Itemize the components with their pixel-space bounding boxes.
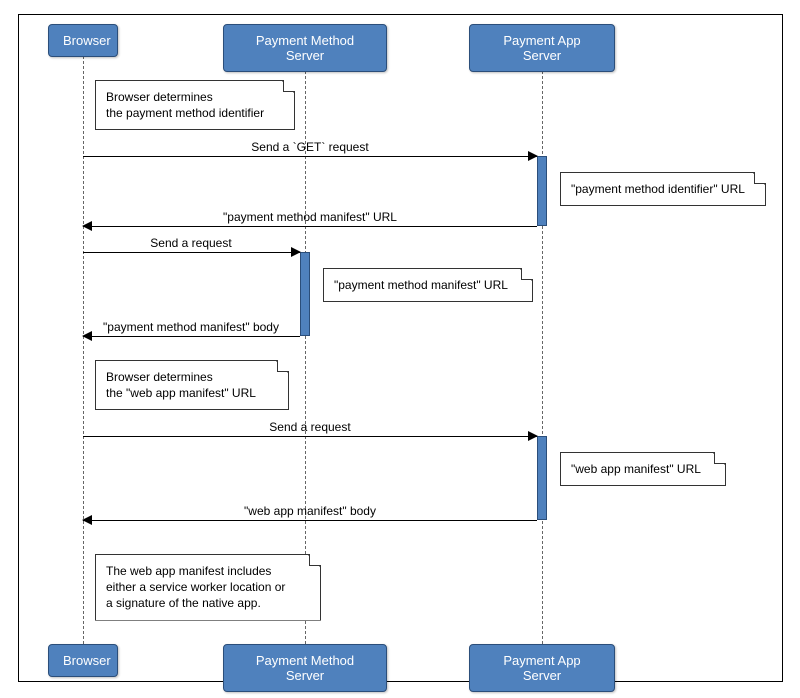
note-corner-icon [277, 360, 289, 372]
message-label: Send a request [150, 236, 231, 250]
note-identifier-url: "payment method identifier" URL [560, 172, 766, 206]
message-send-request-pas [83, 436, 537, 437]
message-webapp-body [83, 520, 537, 521]
note-text: the "web app manifest" URL [106, 386, 256, 400]
note-determine-webapp: Browser determines the "web app manifest… [95, 360, 289, 410]
message-send-request-pms [83, 252, 300, 253]
note-corner-icon [283, 80, 295, 92]
participant-label: Browser [63, 653, 111, 668]
note-text: Browser determines [106, 90, 213, 104]
note-text: "payment method manifest" URL [334, 278, 508, 292]
note-text: "payment method identifier" URL [571, 182, 745, 196]
message-label: Send a request [269, 420, 350, 434]
note-determine-identifier: Browser determines the payment method id… [95, 80, 295, 130]
participant-label: Payment App Server [503, 33, 580, 63]
note-corner-icon [754, 172, 766, 184]
participant-pas-top: Payment App Server [469, 24, 615, 72]
note-text: the payment method identifier [106, 106, 264, 120]
lifeline-browser [83, 56, 84, 644]
participant-pms-top: Payment Method Server [223, 24, 387, 72]
note-corner-icon [714, 452, 726, 464]
note-text: "web app manifest" URL [571, 462, 701, 476]
participant-label: Payment Method Server [256, 653, 354, 683]
participant-browser-top: Browser [48, 24, 118, 57]
participant-pas-bottom: Payment App Server [469, 644, 615, 692]
note-corner-icon [521, 268, 533, 280]
message-manifest-body [83, 336, 300, 337]
message-get-request [83, 156, 537, 157]
participant-label: Payment Method Server [256, 33, 354, 63]
activation-pms-1 [300, 252, 310, 336]
note-webapp-includes: The web app manifest includes either a s… [95, 554, 321, 621]
participant-browser-bottom: Browser [48, 644, 118, 677]
participant-pms-bottom: Payment Method Server [223, 644, 387, 692]
note-manifest-url: "payment method manifest" URL [323, 268, 533, 302]
note-text: The web app manifest includes [106, 564, 271, 578]
activation-pas-2 [537, 436, 547, 520]
participant-label: Payment App Server [503, 653, 580, 683]
message-label: "payment method manifest" URL [223, 210, 397, 224]
lifeline-pas [542, 56, 543, 644]
message-manifest-url [83, 226, 537, 227]
note-text: a signature of the native app. [106, 596, 261, 610]
message-label: "web app manifest" body [244, 504, 376, 518]
note-text: either a service worker location or [106, 580, 285, 594]
note-webapp-url: "web app manifest" URL [560, 452, 726, 486]
activation-pas-1 [537, 156, 547, 226]
note-text: Browser determines [106, 370, 213, 384]
note-corner-icon [309, 554, 321, 566]
participant-label: Browser [63, 33, 111, 48]
message-label: Send a `GET` request [251, 140, 368, 154]
message-label: "payment method manifest" body [103, 320, 279, 334]
